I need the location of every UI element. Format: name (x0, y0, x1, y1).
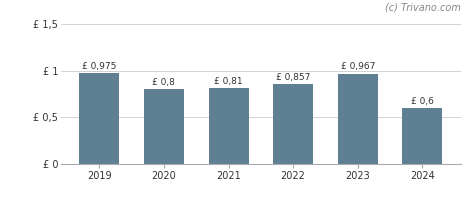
Bar (79, 73, 119, 164)
Bar (402, 108, 442, 164)
Text: £ 0,975: £ 0,975 (82, 62, 117, 71)
Bar (273, 84, 313, 164)
Text: £ 0,857: £ 0,857 (276, 73, 310, 82)
Text: £ 0,967: £ 0,967 (341, 62, 375, 71)
Bar (144, 89, 184, 164)
Text: £ 0,6: £ 0,6 (411, 97, 434, 106)
Bar (338, 74, 378, 164)
Bar (209, 88, 249, 164)
Text: £ 0,81: £ 0,81 (214, 77, 243, 86)
Text: £ 0,8: £ 0,8 (152, 78, 175, 87)
Text: (c) Trivano.com: (c) Trivano.com (385, 3, 461, 13)
